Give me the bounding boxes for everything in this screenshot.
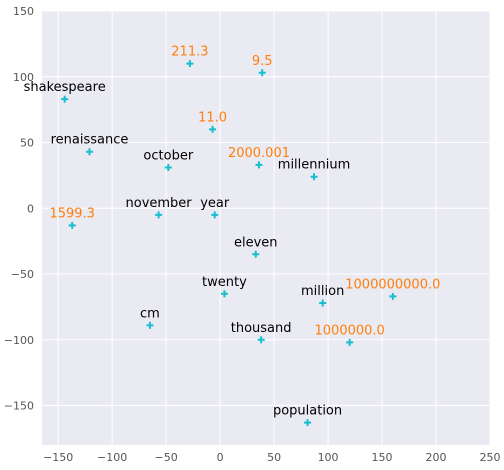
data-point-marker <box>220 290 228 298</box>
data-point-marker <box>155 211 163 219</box>
data-point-label: 9.5 <box>252 54 273 69</box>
data-point-marker <box>257 336 265 344</box>
data-point-marker <box>211 211 219 219</box>
data-point-label: renaissance <box>51 133 129 148</box>
data-point-label: shakespeare <box>24 80 106 95</box>
x-tick-label: 100 <box>318 451 339 464</box>
data-point-label: 1000000.0 <box>315 323 385 338</box>
data-point-marker <box>68 221 76 229</box>
data-point-label: 11.0 <box>198 110 227 125</box>
data-point-label: million <box>301 284 344 299</box>
data-point-marker <box>346 338 354 346</box>
data-point-label: november <box>126 196 193 211</box>
data-point-label: cm <box>140 306 160 321</box>
data-point-marker <box>85 148 93 156</box>
x-tick-label: 50 <box>267 451 281 464</box>
data-point-marker <box>258 69 266 77</box>
data-point-marker <box>310 173 318 181</box>
data-point-marker <box>186 60 194 68</box>
data-point-marker <box>164 164 172 172</box>
y-tick-label: −50 <box>11 268 34 281</box>
data-point-marker <box>209 125 217 133</box>
x-tick-label: 250 <box>480 451 501 464</box>
data-point-label: year <box>200 196 230 211</box>
y-tick-label: −150 <box>4 400 34 413</box>
data-point-marker <box>389 292 397 300</box>
x-tick-label: 0 <box>217 451 224 464</box>
data-point-label: 211.3 <box>171 45 208 60</box>
data-point-marker <box>304 419 312 427</box>
data-point-label: eleven <box>234 235 278 250</box>
data-point-label: october <box>143 149 193 164</box>
x-tick-label: −100 <box>97 451 127 464</box>
data-point-marker <box>61 95 69 103</box>
y-tick-label: 50 <box>20 137 34 150</box>
data-point-label: population <box>273 404 342 419</box>
data-point-label: 1000000000.0 <box>345 277 440 292</box>
x-tick-label: −150 <box>43 451 73 464</box>
data-point-marker <box>252 250 260 258</box>
x-tick-label: 200 <box>426 451 447 464</box>
data-point-label: millennium <box>278 158 351 173</box>
y-tick-label: 150 <box>13 5 34 18</box>
y-tick-label: 0 <box>27 202 34 215</box>
plot-background <box>42 11 490 445</box>
data-point-marker <box>255 161 263 169</box>
data-point-label: thousand <box>231 321 292 336</box>
data-point-label: 1599.3 <box>49 206 95 221</box>
y-tick-label: 100 <box>13 71 34 84</box>
data-point-marker <box>146 321 154 329</box>
data-point-label: twenty <box>202 275 247 290</box>
y-tick-label: −100 <box>4 334 34 347</box>
x-tick-label: 150 <box>372 451 393 464</box>
data-point-label: 2000.001 <box>228 146 290 161</box>
data-point-marker <box>319 299 327 307</box>
x-tick-label: −50 <box>155 451 178 464</box>
